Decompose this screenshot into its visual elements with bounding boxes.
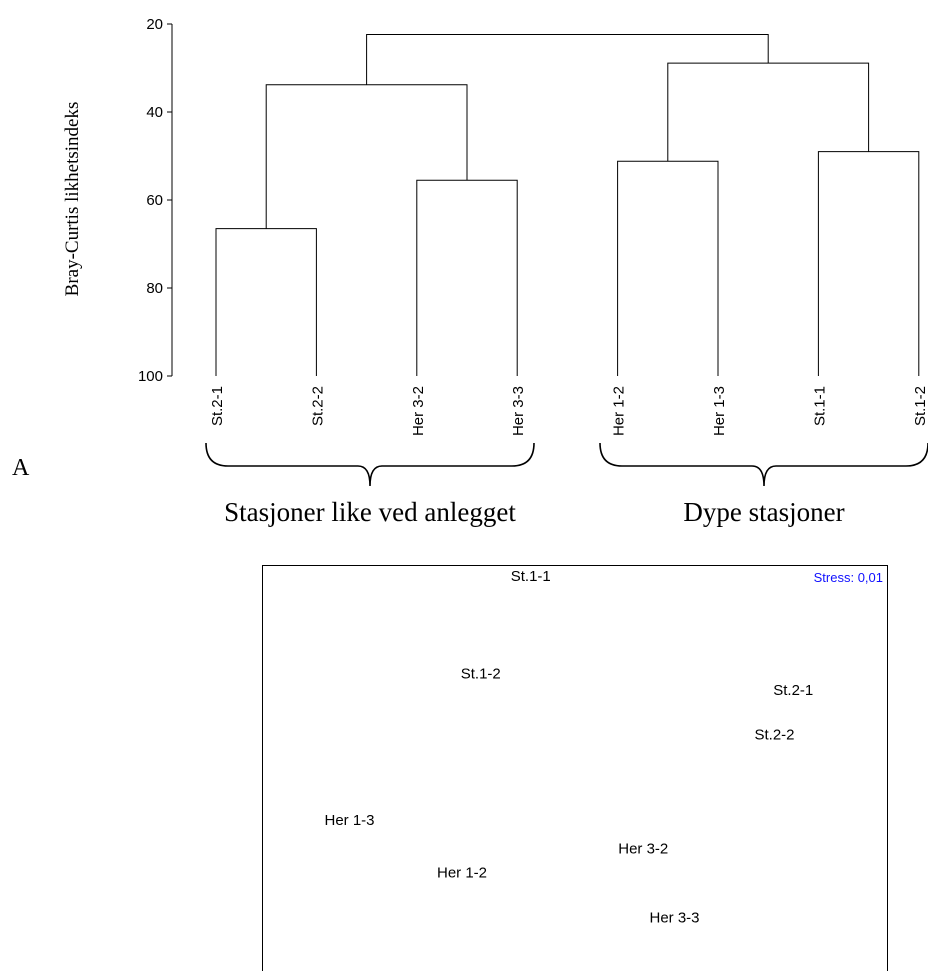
- y-axis-label: Bray-Curtis likhetsindeks: [62, 102, 83, 297]
- dendrogram-link: [617, 160, 719, 376]
- group-label: Stasjoner like ved anlegget: [224, 497, 516, 527]
- leaf-label: St.1-2: [912, 386, 928, 426]
- leaf-label: Her 1-3: [711, 386, 728, 436]
- group-brace: [205, 442, 535, 487]
- dendrogram-link: [416, 179, 518, 376]
- panel-label: A: [12, 455, 30, 481]
- mds-point-label: Her 1-2: [437, 865, 487, 882]
- y-tick-label: 60: [146, 192, 163, 209]
- leaf-label: Her 1-2: [611, 386, 628, 436]
- dendrogram-link: [817, 151, 920, 376]
- mds-point-label: Her 3-2: [618, 840, 668, 857]
- group-braces: Stasjoner like ved anlegget Dype stasjone…: [205, 442, 928, 527]
- dendrogram-link: [667, 62, 870, 162]
- group-brace: [599, 442, 928, 487]
- mds-point-label: St.2-1: [773, 682, 813, 699]
- mds-point-label: Her 1-3: [324, 812, 374, 829]
- y-axis-ticks: 20 40 60 80 100: [138, 16, 172, 385]
- mds-point-label: St.1-2: [461, 666, 501, 683]
- y-tick-label: 100: [138, 368, 163, 385]
- dendrogram-link: [265, 84, 468, 229]
- leaf-labels: St.2-1 St.2-2 Her 3-2 Her 3-3 Her 1-2 Her 1-3…: [209, 386, 928, 436]
- y-tick-label: 40: [146, 104, 163, 121]
- y-tick-label: 80: [146, 280, 163, 297]
- plot-frame: [262, 565, 888, 971]
- mds-point-label: St.1-1: [511, 568, 551, 585]
- group-label: Dype stasjoner: [683, 497, 844, 527]
- y-tick-label: 20: [146, 16, 163, 33]
- mds-panel: Stress: 0,01 St.1-1 St.1-2 St.2-1 St.2-2 Her…: [262, 565, 888, 971]
- dendrogram-panel: Bray-Curtis likhetsindeks 20 40 60 80 100 St…: [12, 16, 928, 527]
- leaf-label: St.2-1: [209, 386, 226, 426]
- dendrogram-links: [215, 34, 920, 376]
- leaf-label: St.1-1: [811, 386, 828, 426]
- leaf-label: Her 3-3: [510, 386, 527, 436]
- leaf-label: Her 3-2: [410, 386, 427, 436]
- dendrogram-link: [215, 228, 317, 376]
- stress-annotation: Stress: 0,01: [814, 570, 883, 585]
- mds-point-label: Her 3-3: [649, 909, 699, 926]
- leaf-label: St.2-2: [309, 386, 326, 426]
- mds-points: St.1-1 St.1-2 St.2-1 St.2-2 Her 1-3 Her 3-2 He…: [324, 568, 813, 926]
- mds-point-label: St.2-2: [754, 727, 794, 744]
- dendrogram-link: [366, 34, 769, 85]
